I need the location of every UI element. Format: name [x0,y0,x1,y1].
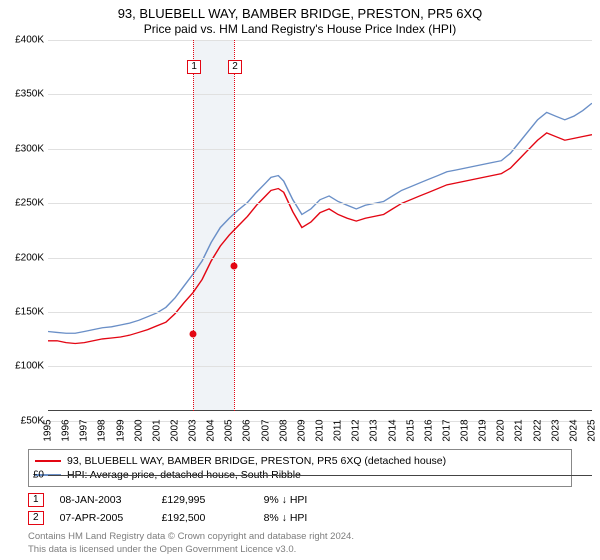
x-tick-label: 2002 [169,420,180,442]
marker-line [193,40,194,411]
x-tick-label: 1995 [43,420,54,442]
attrib-line-1: Contains HM Land Registry data © Crown c… [28,531,572,543]
x-tick-label: 2011 [333,420,344,442]
legend-swatch [35,460,61,462]
x-tick-label: 2018 [460,420,471,442]
plot-area: £0£50K£100K£150K£200K£250K£300K£350K£400… [48,40,592,411]
transaction-row: 1 08-JAN-2003 £129,995 9% ↓ HPI [28,491,572,509]
x-tick-label: 2015 [405,420,416,442]
gridline [48,366,592,367]
x-tick-label: 1997 [79,420,90,442]
x-tick-label: 2021 [514,420,525,442]
legend-row: 93, BLUEBELL WAY, BAMBER BRIDGE, PRESTON… [35,454,565,468]
x-tick-label: 1999 [115,420,126,442]
y-tick-label: £0 [4,470,44,481]
x-tick-label: 2014 [387,420,398,442]
x-tick-label: 2005 [224,420,235,442]
chart-subtitle: Price paid vs. HM Land Registry's House … [0,22,600,40]
transaction-delta: 9% ↓ HPI [264,494,350,506]
gridline [48,40,592,41]
legend: 93, BLUEBELL WAY, BAMBER BRIDGE, PRESTON… [28,449,572,487]
legend-label: 93, BLUEBELL WAY, BAMBER BRIDGE, PRESTON… [67,455,446,467]
x-tick-label: 2007 [260,420,271,442]
gridline [48,258,592,259]
x-tick-label: 2010 [315,420,326,442]
x-tick-label: 1998 [97,420,108,442]
x-tick-label: 2001 [151,420,162,442]
y-tick-label: £100K [4,361,44,372]
y-tick-label: £200K [4,252,44,263]
line-layer [48,40,592,411]
attribution: Contains HM Land Registry data © Crown c… [28,531,572,556]
y-tick-label: £150K [4,306,44,317]
transaction-badge: 1 [28,493,44,507]
x-tick-label: 2024 [568,420,579,442]
y-tick-label: £50K [4,415,44,426]
marker-dot [190,330,197,337]
gridline [48,149,592,150]
attrib-line-2: This data is licensed under the Open Gov… [28,544,572,556]
x-tick-label: 2008 [278,420,289,442]
x-tick-label: 1996 [61,420,72,442]
x-tick-label: 2025 [587,420,598,442]
y-tick-label: £400K [4,35,44,46]
gridline [48,312,592,313]
x-tick-label: 2020 [496,420,507,442]
y-tick-label: £250K [4,198,44,209]
x-tick-label: 2017 [441,420,452,442]
transaction-delta: 8% ↓ HPI [264,512,350,524]
x-tick-label: 2004 [206,420,217,442]
transaction-price: £192,500 [162,512,248,524]
series-line [48,103,592,333]
gridline [48,94,592,95]
marker-badge: 1 [187,60,201,74]
chart-title: 93, BLUEBELL WAY, BAMBER BRIDGE, PRESTON… [0,0,600,22]
transaction-table: 1 08-JAN-2003 £129,995 9% ↓ HPI 2 07-APR-2005… [28,491,572,527]
transaction-row: 2 07-APR-2005 £192,500 8% ↓ HPI [28,509,572,527]
x-tick-label: 2000 [133,420,144,442]
marker-badge: 2 [228,60,242,74]
gridline [48,475,592,476]
transaction-badge: 2 [28,511,44,525]
transaction-date: 07-APR-2005 [60,512,146,524]
marker-dot [231,262,238,269]
y-tick-label: £300K [4,143,44,154]
x-tick-label: 2006 [242,420,253,442]
x-tick-label: 2012 [351,420,362,442]
y-tick-label: £350K [4,89,44,100]
transaction-date: 08-JAN-2003 [60,494,146,506]
gridline [48,203,592,204]
x-tick-label: 2009 [296,420,307,442]
x-tick-label: 2022 [532,420,543,442]
x-tick-label: 2013 [369,420,380,442]
marker-line [234,40,235,411]
x-tick-label: 2023 [550,420,561,442]
x-tick-label: 2016 [423,420,434,442]
x-tick-label: 2019 [478,420,489,442]
transaction-price: £129,995 [162,494,248,506]
x-tick-label: 2003 [188,420,199,442]
